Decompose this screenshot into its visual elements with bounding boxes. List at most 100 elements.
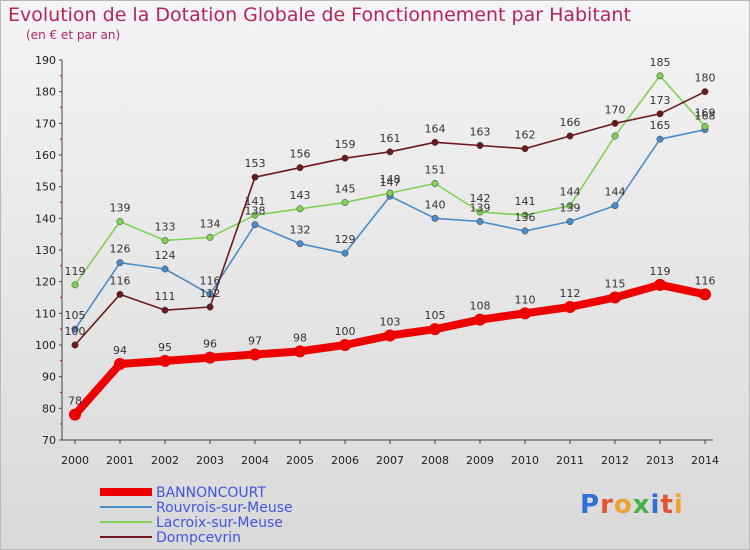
data-point	[519, 307, 531, 320]
data-point	[521, 145, 529, 153]
chart-axes: 70 80 90 100 110 120 130 140 150 160 170 180 190 2000…	[35, 54, 719, 467]
data-label: 133	[155, 221, 176, 234]
x-tick-label: 2000	[61, 454, 89, 467]
data-label: 105	[425, 309, 446, 322]
data-point	[609, 291, 621, 304]
data-label: 139	[110, 202, 131, 215]
data-label: 161	[380, 132, 401, 145]
x-tick-label: 2013	[646, 454, 674, 467]
data-point	[521, 227, 529, 235]
data-point	[566, 132, 574, 140]
data-point	[429, 323, 441, 336]
data-label: 145	[335, 183, 356, 196]
data-label: 100	[335, 325, 356, 338]
data-point	[251, 211, 259, 219]
data-point	[71, 341, 79, 349]
data-label: 139	[560, 202, 581, 215]
y-tick-label: 70	[42, 434, 56, 447]
data-point	[701, 123, 709, 130]
data-point	[206, 290, 214, 298]
data-label: 108	[470, 300, 491, 313]
data-point	[341, 249, 349, 257]
x-tick-label: 2009	[466, 454, 494, 467]
data-label: 97	[248, 335, 262, 348]
y-tick-label: 110	[35, 307, 56, 320]
data-label: 103	[380, 316, 401, 329]
data-point	[159, 354, 171, 367]
y-tick-label: 90	[42, 371, 56, 384]
data-label: 141	[515, 195, 536, 208]
y-tick-label: 150	[35, 181, 56, 194]
x-tick-label: 2014	[691, 454, 719, 467]
x-tick-label: 2012	[601, 454, 629, 467]
y-tick-label: 130	[35, 244, 56, 257]
x-tick-label: 2006	[331, 454, 359, 467]
series-lines	[69, 72, 711, 421]
legend-label: Dompcevrin	[156, 530, 241, 546]
data-label: 166	[560, 116, 581, 129]
data-label: 129	[335, 233, 356, 246]
data-label: 144	[560, 186, 581, 199]
data-point	[566, 218, 574, 225]
data-label: 153	[245, 157, 266, 170]
chart-subtitle: (en € et par an)	[26, 28, 121, 42]
data-label: 124	[155, 249, 176, 262]
data-label: 94	[113, 344, 127, 357]
y-tick-label: 160	[35, 149, 56, 162]
logo-letter: i	[673, 490, 684, 520]
data-point	[431, 180, 439, 187]
data-point	[116, 290, 124, 298]
y-tick-label: 140	[35, 212, 56, 225]
data-label: 78	[68, 395, 82, 408]
chart-title: Evolution de la Dotation Globale de Fonc…	[8, 4, 631, 26]
data-point	[161, 237, 169, 244]
y-tick-label: 190	[35, 54, 56, 67]
data-point	[431, 214, 439, 222]
x-tick-label: 2001	[106, 454, 134, 467]
data-label: 98	[293, 331, 307, 344]
data-point	[474, 313, 486, 326]
data-point	[69, 408, 81, 421]
data-point	[476, 142, 484, 149]
data-label: 140	[425, 198, 446, 211]
data-point	[251, 221, 259, 229]
data-point	[204, 351, 216, 364]
x-tick-label: 2007	[376, 454, 404, 467]
data-label: 169	[695, 107, 716, 120]
data-point	[341, 199, 349, 206]
data-label: 185	[650, 56, 671, 69]
y-tick-label: 120	[35, 276, 56, 289]
data-point	[116, 218, 124, 225]
data-label: 136	[515, 211, 536, 224]
x-tick-label: 2008	[421, 454, 449, 467]
data-label: 111	[155, 290, 176, 303]
logo-letter: o	[613, 490, 633, 520]
logo-letter: i	[650, 490, 661, 520]
data-point	[161, 265, 169, 273]
data-point	[521, 211, 529, 219]
data-point	[701, 88, 709, 96]
x-tick-label: 2011	[556, 454, 584, 467]
data-point	[294, 345, 306, 358]
data-point	[114, 358, 126, 370]
data-point	[656, 110, 664, 118]
data-point	[566, 202, 574, 210]
data-point	[251, 173, 259, 181]
proxiti-logo: Proxiti	[580, 490, 684, 520]
data-label: 138	[245, 205, 266, 218]
data-point	[386, 189, 394, 197]
data-label: 164	[425, 122, 446, 135]
data-label: 180	[695, 72, 716, 85]
data-label: 156	[290, 148, 311, 161]
y-tick-label: 100	[35, 339, 56, 352]
logo-letter: x	[632, 490, 651, 520]
logo-letter: P	[580, 490, 601, 520]
data-point	[656, 72, 664, 80]
data-point	[341, 154, 349, 162]
data-point	[249, 348, 261, 361]
data-point	[564, 301, 576, 313]
data-label: 119	[65, 265, 86, 278]
data-label: 105	[65, 309, 86, 322]
